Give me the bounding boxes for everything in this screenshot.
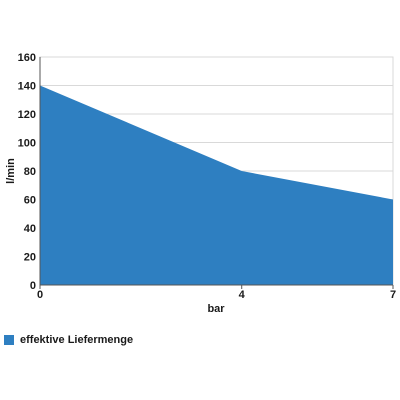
legend: effektive Liefermenge	[4, 334, 133, 346]
legend-label: effektive Liefermenge	[20, 334, 134, 346]
legend-swatch	[4, 335, 14, 345]
y-tick-label-0: 0	[30, 280, 36, 292]
y-tick-label-140: 140	[18, 81, 36, 93]
x-axis-title: bar	[207, 303, 225, 315]
y-tick-label-80: 80	[24, 166, 36, 178]
x-tick-label-0: 0	[37, 289, 43, 301]
y-axis-ticks: 0 20 40 60 80 100 120 140 160	[18, 52, 36, 292]
axes	[39, 57, 393, 286]
area-fill	[40, 85, 393, 285]
x-tick-label-2: 7	[390, 289, 396, 301]
x-tick-label-1: 4	[239, 289, 246, 301]
y-axis-title: l/min	[5, 158, 17, 184]
y-tick-label-100: 100	[18, 138, 36, 150]
y-tick-label-60: 60	[24, 195, 36, 207]
y-tick-label-20: 20	[24, 252, 36, 264]
y-tick-label-160: 160	[18, 52, 36, 64]
y-tick-label-40: 40	[24, 223, 36, 235]
x-axis-ticks: 0 4 7	[37, 285, 396, 301]
y-tick-label-120: 120	[18, 109, 36, 121]
